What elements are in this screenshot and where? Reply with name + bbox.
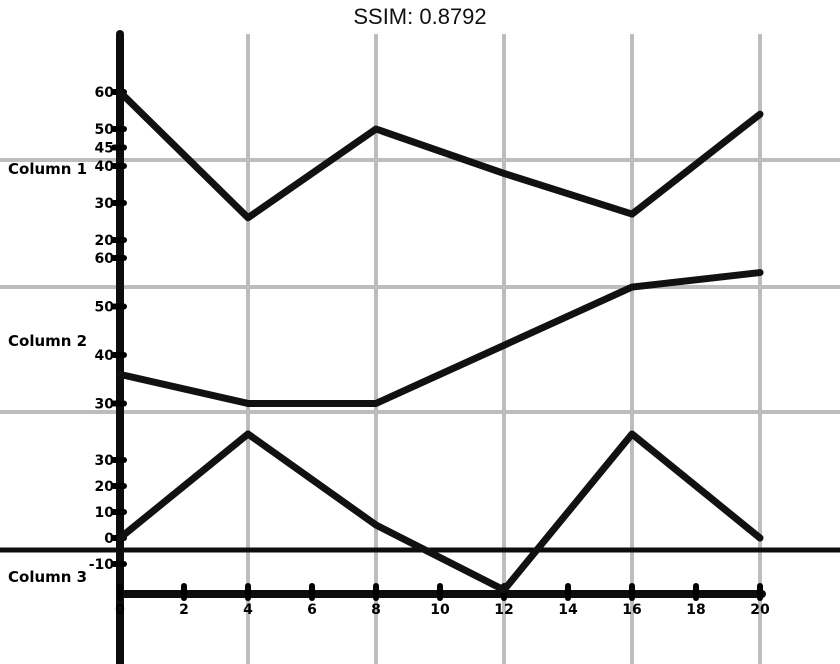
y-tick-label: -10	[89, 557, 115, 573]
data-point	[245, 214, 251, 221]
series-line-3	[116, 430, 764, 594]
data-point	[629, 211, 635, 218]
y-tick-label: 45	[95, 141, 114, 157]
series-label: Column 1	[8, 160, 87, 178]
data-point	[501, 342, 507, 349]
data-point	[117, 89, 123, 95]
x-tick-label: 14	[558, 602, 578, 618]
x-tick-label: 18	[686, 602, 705, 618]
y-tick-label: 30	[95, 453, 115, 469]
series-line-2	[116, 269, 764, 407]
y-tick-label: 20	[95, 233, 115, 249]
data-point	[757, 535, 763, 541]
x-tick-label: 8	[371, 602, 381, 618]
y-tick-label: 50	[95, 299, 115, 315]
data-point	[501, 170, 507, 177]
data-point	[373, 400, 379, 407]
x-tick-label: 0	[115, 602, 125, 618]
y-tick-label: 40	[95, 159, 115, 175]
data-point	[117, 535, 123, 541]
data-point	[373, 126, 379, 132]
x-tick-label: 4	[243, 602, 253, 618]
y-tick-label: 20	[95, 479, 115, 495]
y-tick-label: 0	[104, 531, 114, 547]
y-tick-label: 30	[95, 396, 115, 412]
data-point	[373, 522, 379, 528]
data-point	[245, 431, 251, 437]
x-tick-label: 10	[430, 602, 450, 618]
y-tick-label: 50	[95, 122, 115, 138]
x-tick-label: 20	[750, 602, 770, 618]
y-tick-label: 40	[95, 348, 115, 364]
x-tick-label: 6	[307, 602, 317, 618]
data-point	[757, 269, 763, 276]
data-point	[629, 284, 635, 291]
y-tick-label: 60	[95, 251, 115, 267]
y-tick-label: 10	[95, 505, 115, 521]
y-tick-label: 60	[95, 85, 115, 101]
x-tick-label: 16	[622, 602, 641, 618]
chart-title: SSIM: 0.8792	[353, 4, 487, 29]
series-line-1	[116, 88, 764, 222]
data-point	[245, 400, 251, 407]
x-tick-label: 12	[494, 602, 513, 618]
data-point	[629, 431, 635, 437]
x-tick-label: 2	[179, 602, 189, 618]
y-tick-label: 30	[95, 196, 115, 212]
data-point	[501, 587, 507, 593]
series-label: Column 3	[8, 568, 87, 586]
data-point	[757, 111, 763, 118]
data-point	[117, 371, 123, 378]
series-label: Column 2	[8, 332, 87, 350]
